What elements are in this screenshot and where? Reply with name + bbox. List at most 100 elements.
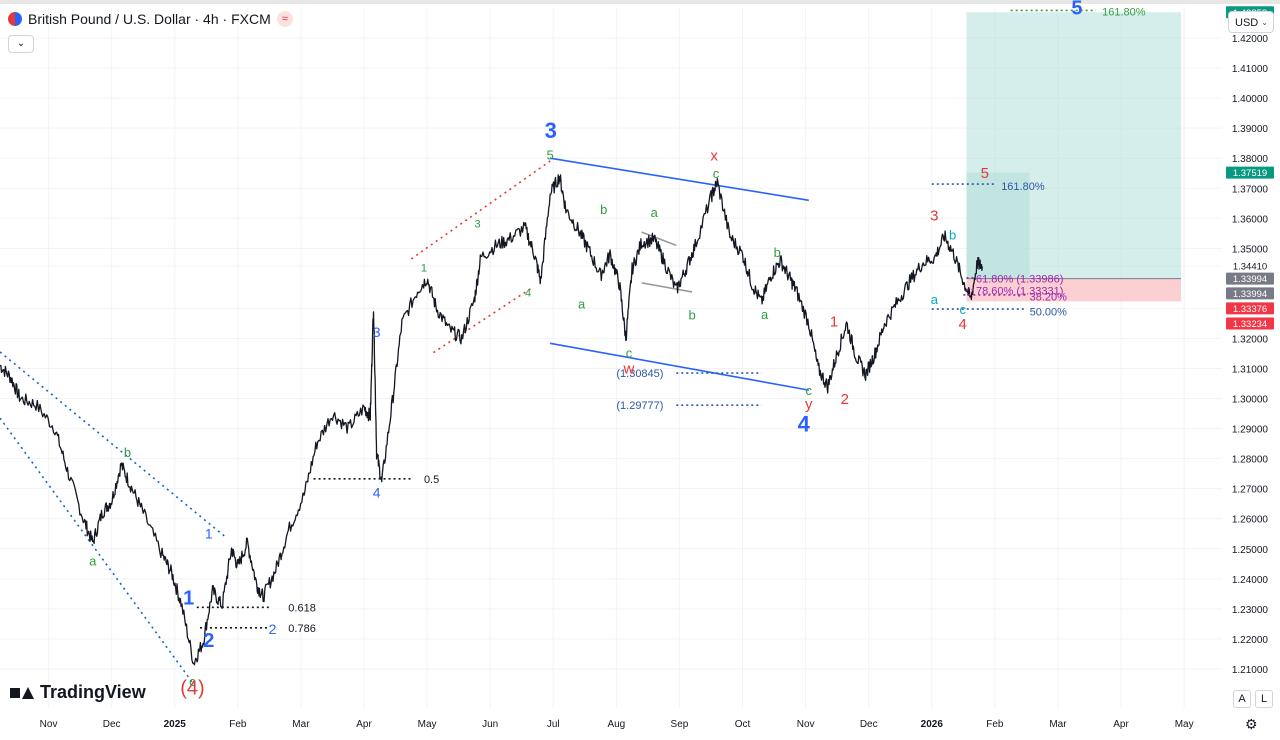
- wave-label: c: [806, 383, 813, 398]
- auto-scale-toggle[interactable]: A: [1233, 690, 1251, 708]
- y-tick-label: 1.40000: [1232, 94, 1269, 105]
- wave-label: 4: [525, 287, 531, 299]
- top-toolbar-edge: [0, 0, 1280, 4]
- y-tick-label: 1.23000: [1232, 605, 1269, 616]
- price-tag: [1226, 272, 1274, 285]
- y-tick-label: 1.39000: [1232, 124, 1269, 135]
- trend-line: [549, 342, 809, 391]
- price-tag-label: 1.34410: [1233, 262, 1267, 273]
- y-tick-label: 1.22000: [1232, 635, 1269, 646]
- wave-label: b: [949, 227, 956, 242]
- x-tick-label: Sep: [671, 719, 689, 730]
- wave-label: 2: [269, 621, 277, 637]
- x-tick-label: Jun: [482, 719, 498, 730]
- wave-label: a: [931, 292, 939, 307]
- fib-level-label: 50.00%: [1030, 306, 1068, 318]
- x-tick-label: Dec: [860, 719, 878, 730]
- price-series: [0, 174, 983, 666]
- wave-label: 2: [203, 630, 214, 652]
- wave-label: y: [805, 396, 813, 413]
- price-tag-label: 1.37519: [1233, 168, 1267, 179]
- wave-label: w: [623, 360, 635, 377]
- x-tick-label: 2026: [921, 719, 944, 730]
- y-tick-label: 1.38000: [1232, 154, 1269, 165]
- price-tag-label: 1.33234: [1233, 319, 1267, 330]
- trend-line: [432, 287, 532, 354]
- wave-label: b: [600, 202, 607, 217]
- x-tick-label: Oct: [735, 719, 751, 730]
- gear-icon[interactable]: ⚙: [1245, 716, 1258, 732]
- wave-label: a: [89, 553, 97, 568]
- fib-level-label: 38.20%: [1030, 291, 1068, 303]
- wave-label: 4: [959, 316, 967, 333]
- y-tick-label: 1.26000: [1232, 515, 1269, 526]
- wave-label: b: [688, 308, 695, 323]
- symbol-title[interactable]: British Pound / U.S. Dollar · 4h · FXCM: [28, 11, 271, 27]
- trend-line: [410, 158, 554, 260]
- y-tick-label: 1.21000: [1232, 665, 1269, 676]
- y-tick-label: 1.28000: [1232, 455, 1269, 466]
- fib-level-label: 161.80%: [1001, 181, 1045, 193]
- chevron-down-icon: ⌄: [1261, 18, 1268, 27]
- wave-label: 2: [841, 391, 849, 408]
- x-tick-label: Apr: [1113, 719, 1129, 730]
- wave-label: a: [578, 296, 586, 311]
- price-tag: [1226, 166, 1274, 179]
- y-tick-label: 1.27000: [1232, 485, 1269, 496]
- price-tag: [1226, 287, 1274, 300]
- x-tick-label: Apr: [356, 719, 372, 730]
- currency-selector[interactable]: USD ⌄: [1228, 11, 1274, 33]
- x-tick-label: Feb: [229, 719, 247, 730]
- wave-label: c: [626, 346, 633, 361]
- wave-label: b: [774, 245, 781, 260]
- wave-label: 3: [373, 324, 381, 340]
- wave-label: (4): [180, 677, 204, 699]
- fib-level-label: 0.786: [288, 623, 316, 635]
- wave-label: 5: [547, 148, 554, 163]
- x-tick-label: Jul: [547, 719, 560, 730]
- collapse-legend-button[interactable]: ⌄: [8, 35, 34, 53]
- y-tick-label: 1.41000: [1232, 64, 1269, 75]
- y-tick-label: 1.35000: [1232, 244, 1269, 255]
- tradingview-logo[interactable]: TradingView: [10, 682, 146, 703]
- chart-header: British Pound / U.S. Dollar · 4h · FXCM …: [8, 11, 293, 27]
- trend-line: [0, 351, 226, 538]
- wave-label: a: [761, 307, 769, 322]
- x-tick-label: 2025: [164, 719, 187, 730]
- y-tick-label: 1.37000: [1232, 184, 1269, 195]
- y-tick-label: 1.30000: [1232, 395, 1269, 406]
- currency-label: USD: [1235, 17, 1259, 29]
- y-tick-label: 1.36000: [1232, 214, 1269, 225]
- wave-label: 5: [1071, 0, 1082, 20]
- y-tick-label: 1.31000: [1232, 365, 1269, 376]
- wave-label: x: [710, 148, 718, 165]
- wave-label: 5: [981, 165, 989, 182]
- log-scale-toggle[interactable]: L: [1255, 690, 1273, 708]
- fib-level-label: 0.5: [424, 474, 439, 486]
- y-tick-label: 1.42000: [1232, 34, 1269, 45]
- wave-label: 3: [930, 207, 938, 224]
- wave-label: 3: [475, 218, 481, 230]
- x-tick-label: Mar: [1049, 719, 1067, 730]
- price-tag-label: 1.33994: [1233, 289, 1267, 300]
- chevron-down-icon: ⌄: [16, 38, 26, 49]
- elliott-wave-indicator-badge[interactable]: ≈: [276, 11, 293, 27]
- wave-label: 4: [798, 412, 811, 437]
- wave-label: 1: [205, 526, 213, 542]
- x-tick-label: Mar: [292, 719, 310, 730]
- wave-label: 4: [373, 484, 381, 500]
- x-tick-label: Nov: [797, 719, 815, 730]
- y-tick-label: 1.25000: [1232, 545, 1269, 556]
- price-tag-label: 1.33376: [1233, 304, 1267, 315]
- gbp-usd-flag-icon: [8, 12, 22, 26]
- x-tick-label: Nov: [40, 719, 58, 730]
- wave-label: 1: [421, 262, 427, 274]
- fib-level-label: 161.80%: [1102, 7, 1146, 19]
- wave-label: 1: [183, 588, 194, 610]
- fib-level-label: 78.60% (1.33331): [976, 285, 1063, 297]
- y-tick-label: 1.29000: [1232, 425, 1269, 436]
- logo-text: TradingView: [40, 682, 146, 702]
- wave-label: 1: [830, 313, 838, 330]
- x-tick-label: May: [418, 719, 437, 730]
